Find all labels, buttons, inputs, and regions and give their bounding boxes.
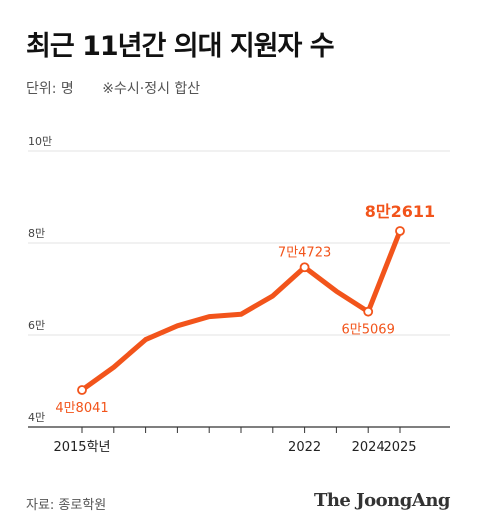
data-point-marker — [395, 226, 405, 236]
source-label: 자료: 종로학원 — [26, 498, 107, 513]
chart-title: 최근 11년간 의대 지원자 수 — [26, 31, 335, 62]
x-axis — [28, 426, 450, 433]
y-tick-label: 4만 — [28, 411, 45, 424]
x-tick-label: 2022 — [288, 440, 321, 455]
series-line-path — [79, 228, 403, 393]
data-label: 8만2611 — [365, 202, 435, 221]
x-tick-label: 2025 — [383, 440, 416, 455]
data-label: 4만8041 — [55, 401, 108, 416]
y-tick-label: 8만 — [28, 227, 45, 240]
data-label: 7만4723 — [278, 245, 331, 260]
data-points — [77, 226, 405, 395]
series-line — [79, 228, 403, 393]
unit-label: 단위: 명 — [26, 81, 74, 97]
note-label: ※수시·정시 합산 — [102, 81, 201, 97]
y-tick-label: 6만 — [28, 319, 45, 332]
data-point-marker — [299, 262, 310, 273]
data-point-marker — [363, 306, 374, 317]
y-tick-labels: 4만 6만 8만 10만 — [28, 135, 52, 424]
y-tick-label: 10만 — [28, 135, 52, 148]
data-label: 6만5069 — [342, 323, 395, 338]
gridlines — [28, 150, 450, 336]
chart-subtitle: 단위: 명 ※수시·정시 합산 — [26, 78, 200, 98]
publisher-logo: The JoongAng — [313, 490, 451, 511]
data-labels: 4만8041 7만4723 6만5069 8만2611 — [55, 202, 435, 416]
data-point-marker — [77, 385, 87, 395]
x-tick-label: 2015학년 — [53, 440, 110, 455]
x-tick-label: 2024 — [352, 440, 385, 455]
